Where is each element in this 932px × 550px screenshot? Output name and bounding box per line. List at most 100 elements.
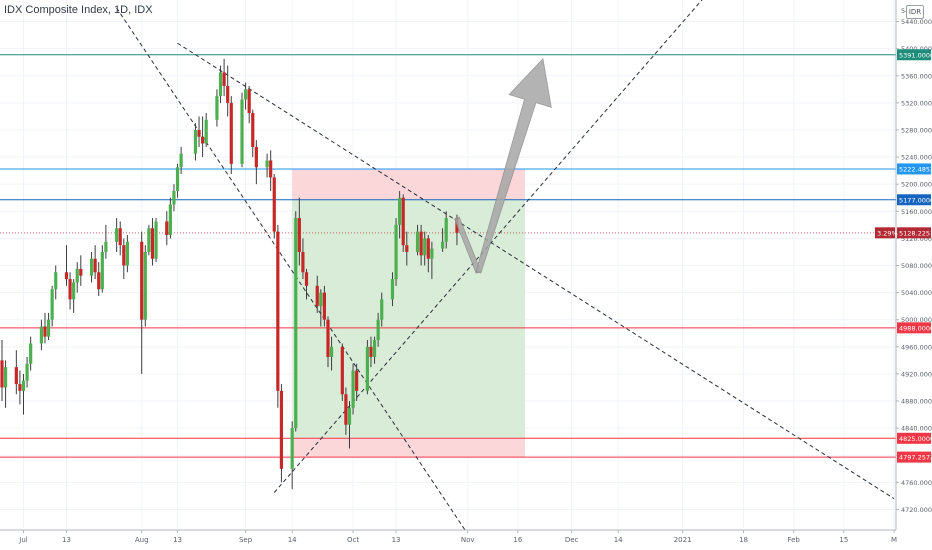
level-price-label-bg [897,194,931,206]
candle-body [140,241,144,320]
candle [229,96,233,175]
loss-zone-bottom [292,438,526,458]
price-tick-label: 4840.0000 [901,425,932,433]
candle-body [29,343,33,364]
candle [269,150,273,191]
time-tick-label: Dec [565,536,579,544]
candle [265,153,269,178]
level-price-label: 4797.2572 [897,451,932,463]
candle-body [97,272,101,290]
candle [125,235,129,273]
candle-body [3,367,8,388]
candle-body [423,238,427,256]
candle-body [75,268,79,283]
candle [301,238,305,280]
candle [0,340,4,402]
candle [329,336,334,371]
candle-body [329,346,334,357]
candle-body [100,251,104,290]
currency-badge[interactable]: IDR [906,5,924,19]
candle [405,231,409,266]
candle-body [390,279,395,300]
time-tick-label: 13 [173,536,182,544]
candle-body [294,218,298,429]
candle-body [39,326,44,344]
price-tick-label: 5040.0000 [901,289,932,297]
price-tick-label: 5240.0000 [901,154,932,162]
candle-body [50,289,54,320]
candle [100,245,104,293]
candle [226,65,230,117]
candle-body [122,245,126,266]
candle-body [54,272,58,290]
candle [79,255,83,286]
candle-body [279,390,284,469]
candle-body [64,272,69,280]
candle [179,146,183,175]
loss-zone-top [292,168,526,200]
time-tick-label: 13 [62,536,71,544]
candle-body [369,346,373,357]
price-axis[interactable]: 4720.00004760.00004800.00004840.00004880… [895,0,932,550]
candle-body [197,129,201,137]
candle-body [18,384,22,391]
candle [315,275,319,313]
time-tick-label: Oct [347,536,359,544]
candle [89,251,94,283]
candle [247,85,251,124]
trendline [116,7,479,550]
price-axis-bg [896,0,932,550]
last-price-label: 5128.2251 [897,227,932,239]
candle-body [441,241,445,249]
projection-arrow [454,57,552,274]
candle [394,218,398,286]
candle [222,58,226,97]
candle [93,245,97,280]
candle [29,336,33,371]
level-price-label-bg [897,49,931,61]
candle [204,113,208,147]
candle-body [118,228,122,246]
candle [75,262,79,293]
candle [140,231,144,374]
trendline [273,0,703,493]
time-tick-label: M [891,536,897,544]
candle [351,363,355,415]
time-axis-bg [0,530,932,550]
candle-body [215,96,219,120]
level-price-label: 5177.0000 [897,194,932,206]
candle [197,116,201,147]
price-tick-label: 5120.0000 [901,235,932,243]
time-axis[interactable]: Jul 13 Aug 13 Sep 14 Oct 13 Nov 16 Dec 14 2021 18 Feb 1… [0,529,932,550]
candle-body [243,89,248,100]
candle [294,211,298,432]
candle-body [415,231,420,252]
candle [369,336,373,368]
candle-body [204,119,208,144]
candle-body [125,241,129,266]
level-price-label-text: 5222.4852 [899,165,932,173]
candle-body [430,248,434,259]
candle [97,262,101,296]
trendline [177,42,895,500]
change-badge-text: 3.29% [877,229,898,237]
candle [365,340,369,395]
candle [147,224,151,256]
time-tick-label: Jul [18,536,28,544]
candle-body [143,251,147,320]
candle-body [222,72,226,86]
candle-body [401,197,405,246]
candle-body [229,102,233,164]
candle-body [193,129,198,154]
candle [215,89,219,127]
level-price-label-text: 4797.2572 [899,454,932,462]
candle [218,65,223,103]
candle-body [104,241,108,252]
candle-body [93,258,97,273]
candle-body [365,346,369,391]
candle-body [254,146,258,168]
horizontal-levels [0,54,896,458]
price-tick-label: 5280.0000 [901,126,932,134]
candle-body [43,326,47,337]
